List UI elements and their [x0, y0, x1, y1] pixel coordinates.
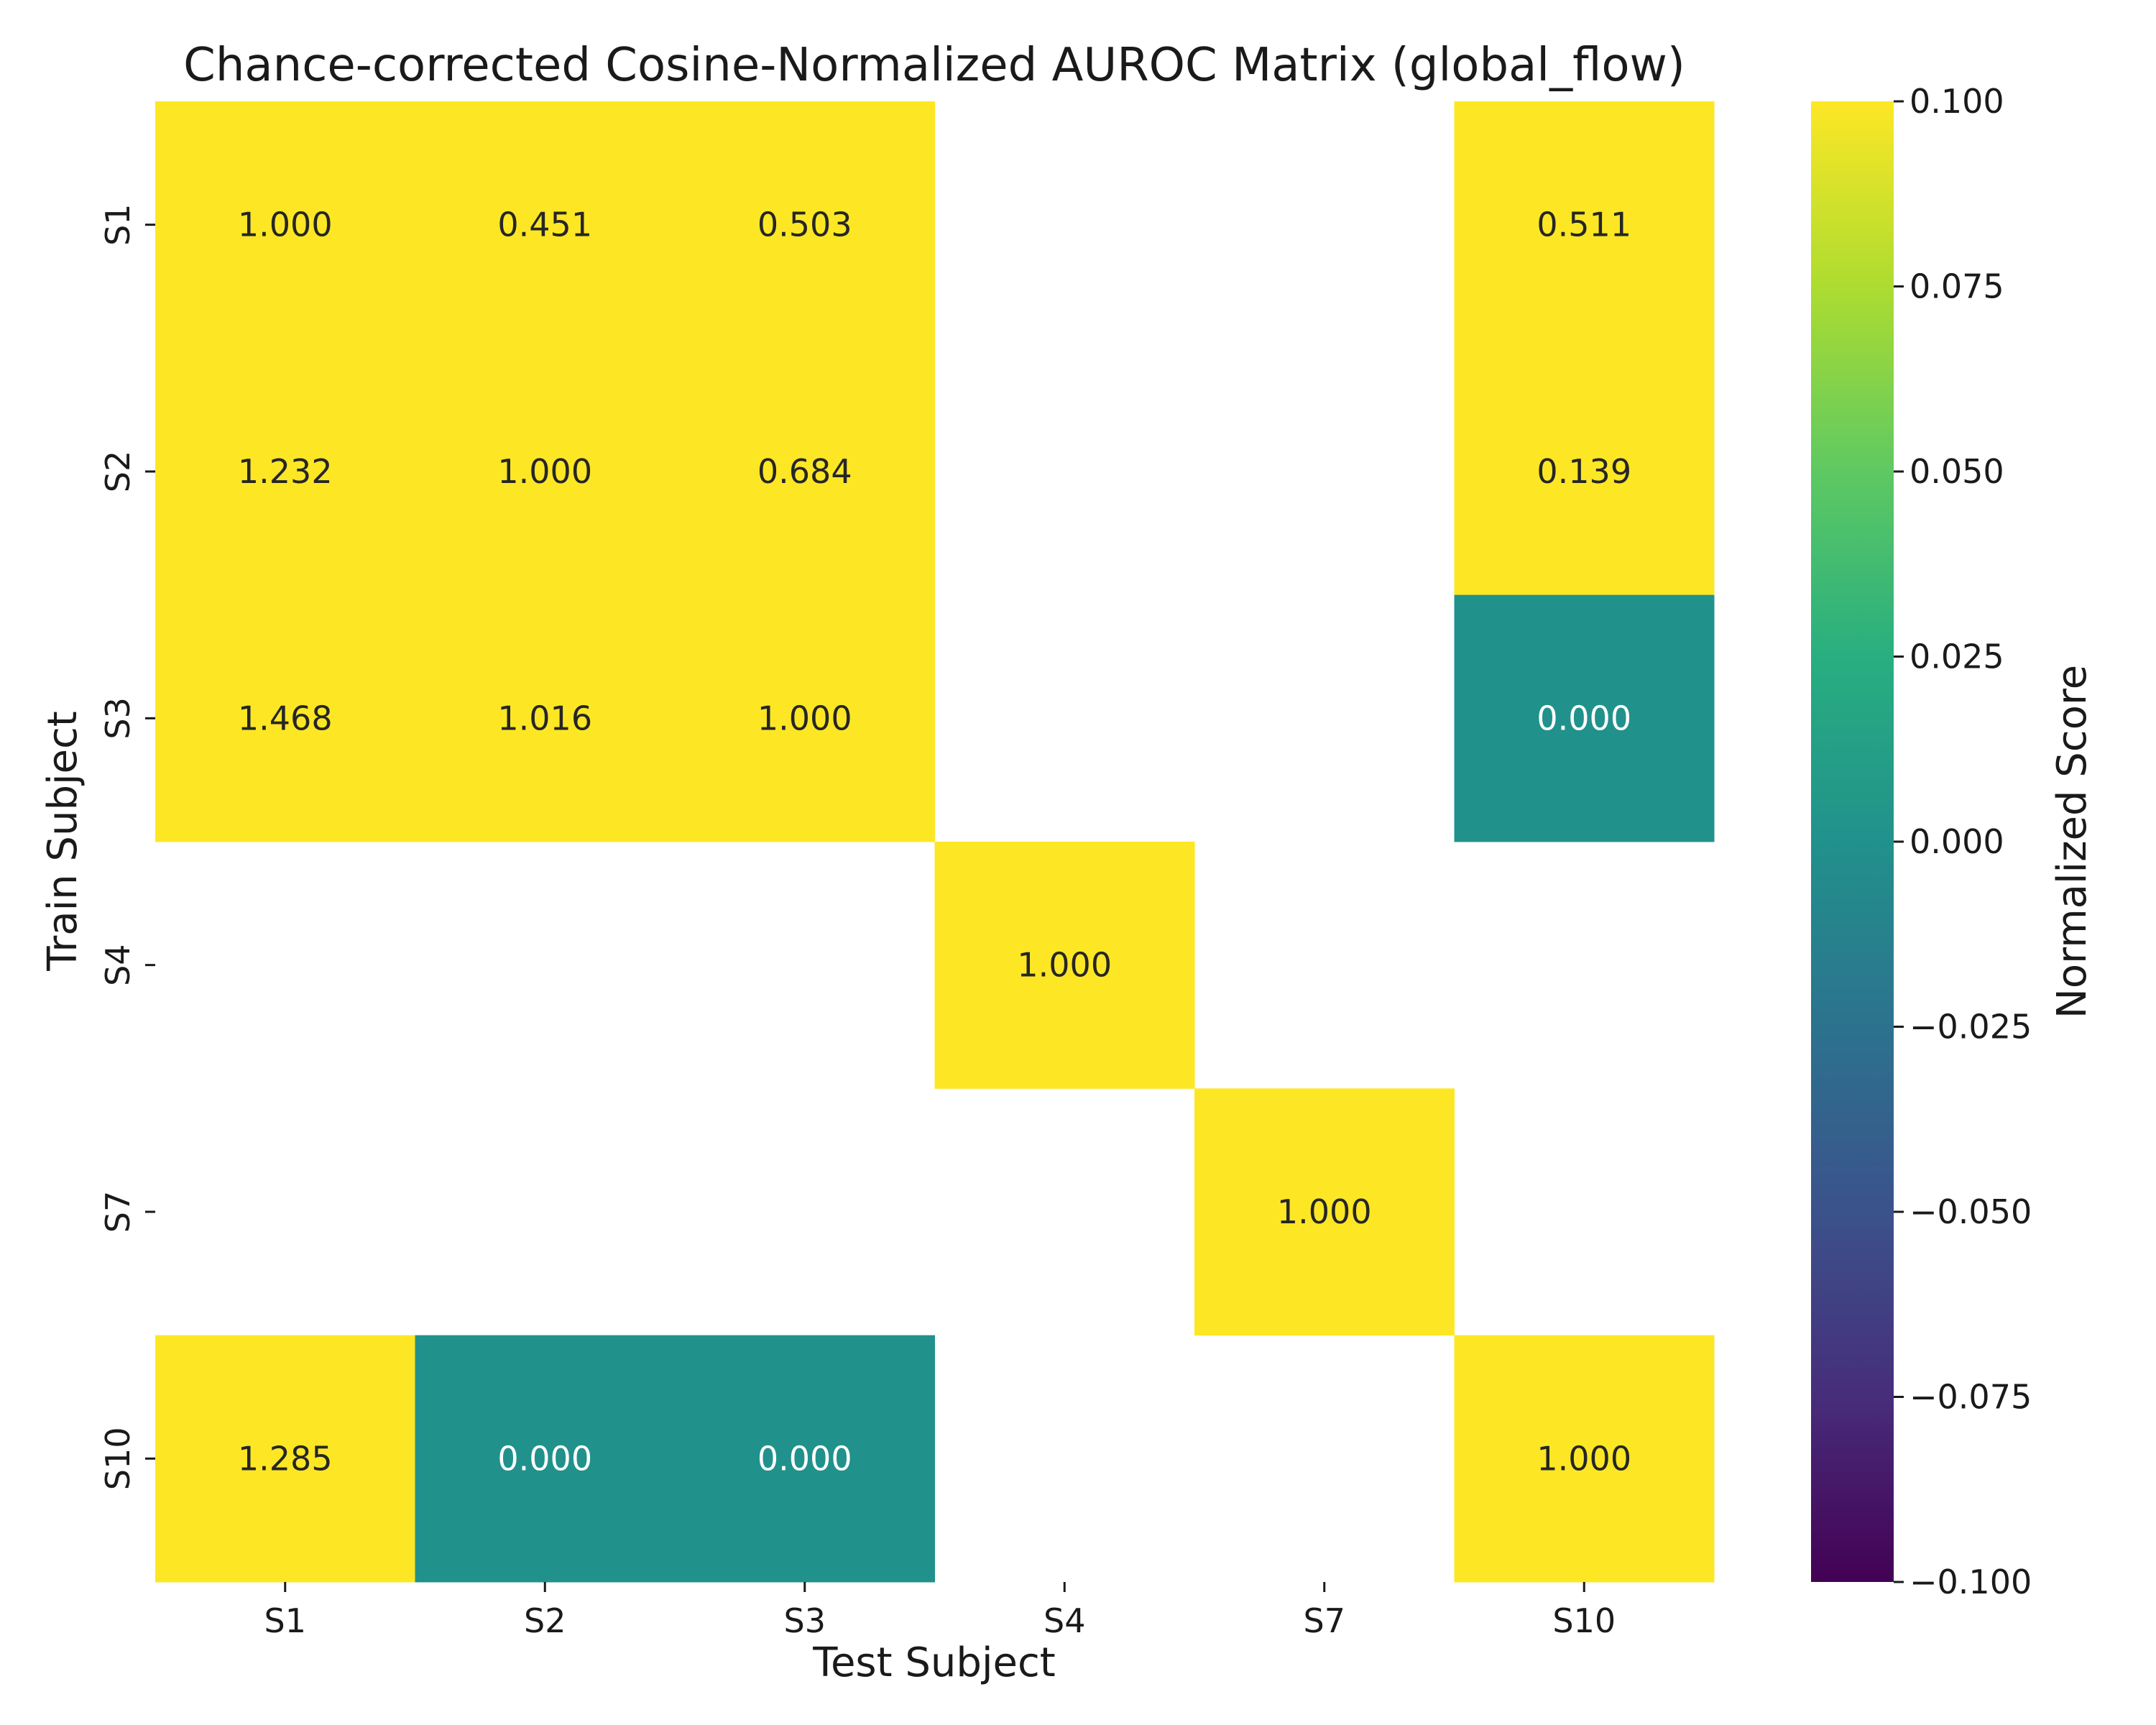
y-tick-label: S3 — [98, 697, 137, 739]
colorbar-tick-label: 0.050 — [1909, 452, 2004, 491]
x-tick-label: S2 — [524, 1601, 566, 1640]
x-tick-label: S7 — [1304, 1601, 1345, 1640]
cell-value-label: 1.285 — [238, 1439, 333, 1478]
y-tick-label: S2 — [98, 451, 137, 492]
y-axis-label: Train Subject — [40, 711, 86, 972]
cell-value-label: 1.000 — [1277, 1192, 1372, 1231]
heatmap-cell-S1-S10 — [1454, 101, 1715, 349]
cell-value-label: 1.000 — [757, 699, 852, 737]
heatmap-cell-S10-S1 — [155, 1335, 415, 1583]
colorbar-tick-label: 0.100 — [1909, 82, 2004, 121]
heatmap-cell-S1-S3 — [675, 101, 935, 349]
heatmap-cell-S10-S2 — [415, 1335, 676, 1583]
heatmap-cell-S2-S3 — [675, 348, 935, 596]
colorbar-tick-label: −0.025 — [1909, 1008, 2032, 1046]
heatmap-cell-labels: 1.000 0.451 0.503 0.511 1.232 1.000 0.684 0.139… — [238, 206, 1631, 1478]
colorbar — [1811, 101, 1894, 1582]
cell-value-label: 1.000 — [1537, 1439, 1631, 1478]
heatmap-cell-S2-S2 — [415, 348, 676, 596]
cell-value-label: 0.451 — [497, 206, 592, 244]
heatmap-cell-S2-S10 — [1454, 348, 1715, 596]
x-tick-label: S10 — [1552, 1601, 1616, 1640]
y-axis-ticks: S1 S2 S3 S4 S7 S10 — [98, 203, 155, 1490]
heatmap-cell-S10-S3 — [675, 1335, 935, 1583]
y-tick-label: S1 — [98, 203, 137, 245]
colorbar-tick-label: 0.000 — [1909, 822, 2004, 861]
heatmap-cell-S3-S2 — [415, 594, 676, 842]
colorbar-tick-label: −0.100 — [1909, 1563, 2032, 1601]
heatmap-cell-S3-S3 — [675, 594, 935, 842]
cell-value-label: 1.232 — [238, 452, 333, 491]
x-axis-label: Test Subject — [812, 1639, 1055, 1686]
heatmap-cell-S4-S4 — [934, 842, 1195, 1089]
x-tick-label: S3 — [784, 1601, 826, 1640]
cell-value-label: 0.503 — [757, 206, 852, 244]
heatmap-cell-S1-S2 — [415, 101, 676, 349]
cell-value-label: 1.016 — [497, 699, 592, 737]
heatmap-cell-S10-S10 — [1454, 1335, 1715, 1583]
cell-value-label: 1.000 — [1017, 946, 1112, 985]
cell-value-label: 0.000 — [1537, 699, 1631, 737]
heatmap-cell-S2-S1 — [155, 348, 415, 596]
cell-value-label: 0.000 — [757, 1439, 852, 1478]
cell-value-label: 1.000 — [238, 206, 333, 244]
chart-title: Chance-corrected Cosine-Normalized AUROC… — [183, 39, 1685, 92]
colorbar-tick-label: 0.025 — [1909, 638, 2004, 676]
x-tick-label: S1 — [264, 1601, 306, 1640]
heatmap-cell-S7-S7 — [1194, 1088, 1455, 1336]
cell-value-label: 1.468 — [238, 699, 333, 737]
cell-value-label: 0.139 — [1537, 452, 1631, 491]
colorbar-tick-label: −0.050 — [1909, 1192, 2032, 1231]
cell-value-label: 1.000 — [497, 452, 592, 491]
colorbar-label: Normalized Score — [2049, 665, 2096, 1018]
colorbar-tick-label: 0.075 — [1909, 267, 2004, 306]
heatmap-cells — [155, 101, 1715, 1583]
x-tick-label: S4 — [1044, 1601, 1085, 1640]
y-tick-label: S7 — [98, 1191, 137, 1233]
cell-value-label: 0.684 — [757, 452, 852, 491]
heatmap-cell-S3-S10 — [1454, 594, 1715, 842]
x-axis-ticks: S1 S2 S3 S4 S7 S10 — [264, 1582, 1616, 1640]
cell-value-label: 0.511 — [1537, 206, 1631, 244]
heatmap-cell-S1-S1 — [155, 101, 415, 349]
heatmap-cell-S3-S1 — [155, 594, 415, 842]
y-tick-label: S4 — [98, 944, 137, 985]
cell-value-label: 0.000 — [497, 1439, 592, 1478]
colorbar-ticks: 0.100 0.075 0.050 0.025 0.000 −0.025 −0.050 −0.… — [1894, 82, 2032, 1601]
colorbar-tick-label: −0.075 — [1909, 1378, 2032, 1417]
y-tick-label: S10 — [98, 1427, 137, 1490]
